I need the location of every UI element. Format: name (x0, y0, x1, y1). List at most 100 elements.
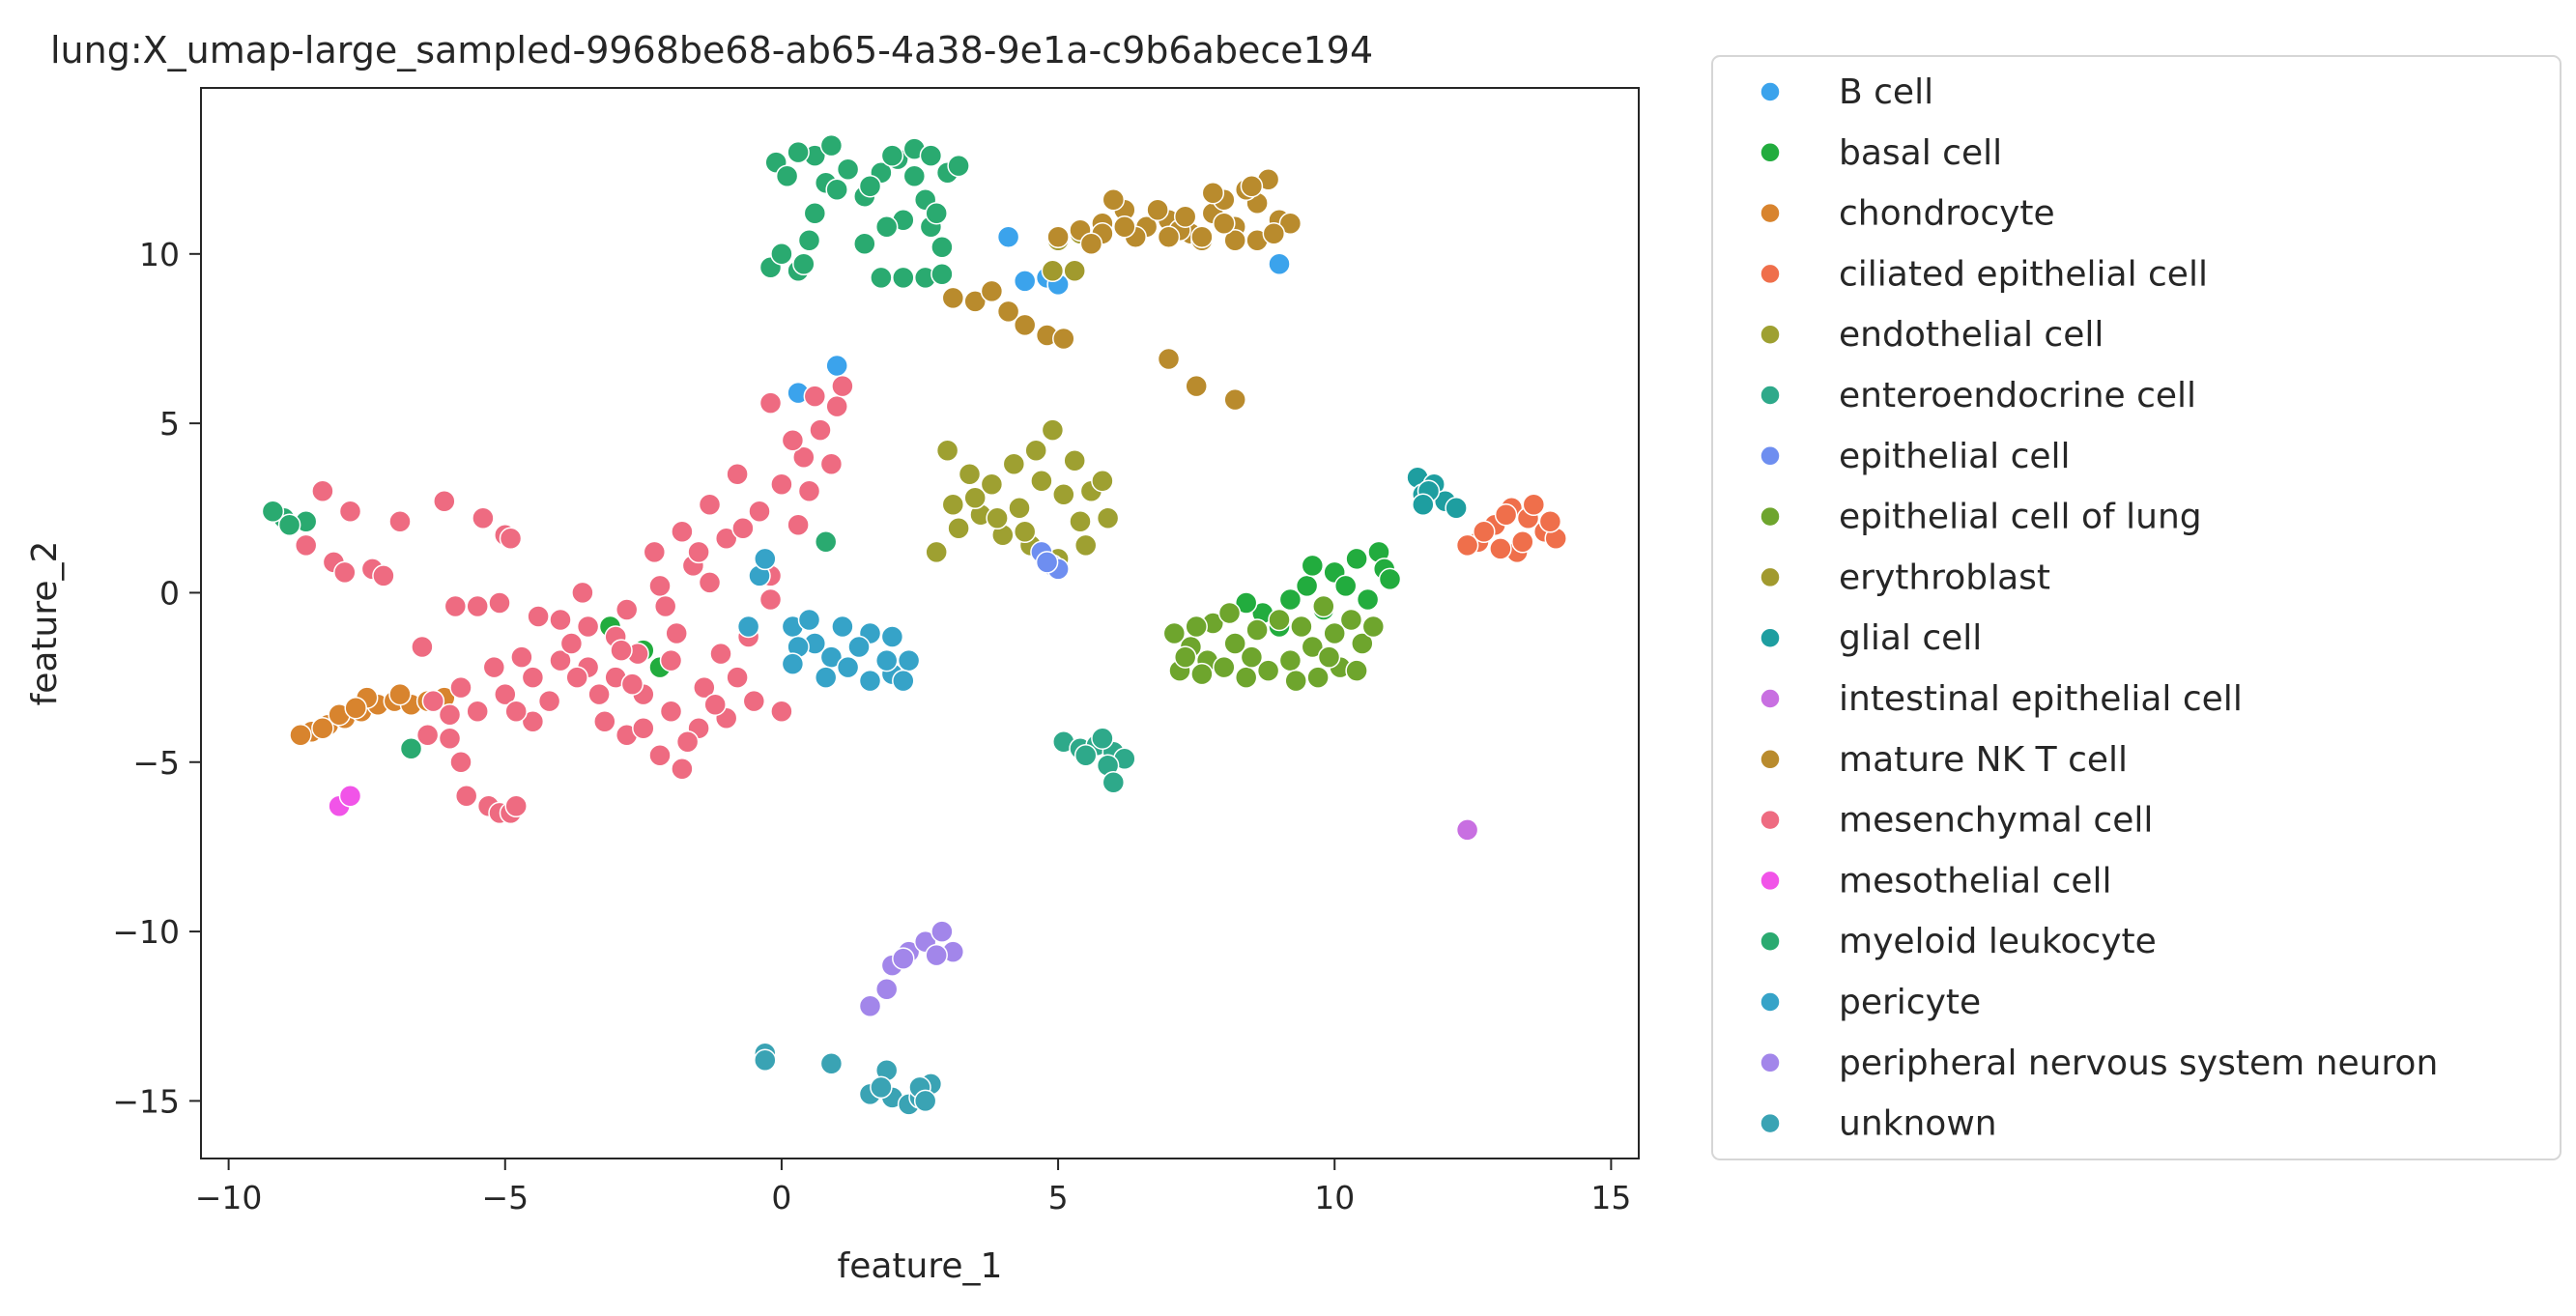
data-point (1173, 205, 1197, 228)
legend-label: peripheral nervous system neuron (1839, 1044, 2438, 1083)
data-point (870, 266, 893, 290)
data-point (454, 785, 478, 808)
legend-marker (1760, 1052, 1781, 1073)
data-point (1157, 225, 1181, 249)
data-point (1013, 520, 1037, 544)
data-point (659, 648, 683, 672)
data-point (620, 672, 644, 696)
data-point (1284, 669, 1307, 693)
plot-area (261, 133, 1567, 1116)
data-point (1013, 313, 1037, 337)
data-point (1223, 632, 1246, 655)
data-point (311, 716, 334, 740)
data-point (466, 594, 489, 618)
data-point (1473, 520, 1496, 544)
data-point (1030, 469, 1053, 493)
series-group (1455, 818, 1479, 842)
legend-marker (1760, 991, 1781, 1013)
data-point (1489, 537, 1512, 560)
data-point (1063, 448, 1086, 472)
data-point (775, 164, 799, 187)
data-point (980, 279, 1004, 303)
y-tick-label: −5 (132, 744, 180, 782)
data-point (1052, 483, 1075, 506)
data-point (399, 736, 423, 760)
data-point (947, 154, 970, 178)
data-point (1378, 567, 1402, 591)
legend-marker (1760, 445, 1781, 467)
data-point (1102, 187, 1126, 212)
legend-label: pericyte (1839, 983, 1981, 1022)
data-point (825, 178, 848, 201)
data-point (803, 385, 827, 408)
x-tick-label: −10 (195, 1179, 263, 1216)
data-point (421, 689, 445, 713)
data-point (610, 639, 633, 662)
data-point (653, 594, 677, 618)
data-point (1290, 615, 1313, 639)
data-point (1301, 635, 1325, 659)
data-point (1356, 587, 1380, 612)
y-tick-label: −15 (112, 1082, 180, 1120)
data-point (1306, 666, 1330, 689)
data-point (1345, 659, 1368, 682)
x-tick-label: 15 (1590, 1179, 1631, 1216)
data-point (1522, 493, 1546, 517)
data-point (836, 157, 860, 181)
data-point (996, 225, 1020, 249)
data-point (559, 632, 584, 655)
legend-marker (1760, 930, 1781, 952)
data-point (388, 682, 412, 706)
data-point (947, 517, 970, 540)
data-point (494, 682, 517, 706)
data-point (643, 540, 667, 564)
series-group (261, 133, 970, 760)
data-point (714, 527, 738, 551)
data-point (671, 758, 694, 781)
data-point (576, 615, 600, 639)
legend-label: epithelial cell (1839, 437, 2071, 476)
data-point (870, 1075, 893, 1100)
data-point (925, 201, 948, 225)
data-point (1146, 198, 1169, 221)
data-point (819, 1052, 844, 1075)
legend-label: mesenchymal cell (1839, 801, 2153, 841)
data-point (1256, 659, 1280, 682)
data-point (892, 669, 915, 693)
series-group (754, 1042, 943, 1116)
data-point (1091, 469, 1114, 493)
data-point (632, 716, 655, 740)
data-point (1213, 655, 1236, 679)
y-axis-label: feature_2 (25, 541, 65, 706)
data-point (1201, 181, 1225, 205)
data-point (615, 598, 639, 621)
data-point (1278, 587, 1302, 612)
x-tick-label: 0 (771, 1179, 791, 1216)
x-axis: −10 −5 0 5 10 15 (195, 1159, 1631, 1216)
data-point (449, 675, 472, 700)
legend-label: unknown (1839, 1104, 1997, 1144)
data-point (1073, 533, 1098, 558)
data-point (1041, 418, 1065, 442)
data-point (1096, 506, 1120, 530)
data-point (1312, 594, 1335, 618)
chart-title: lung:X_umap-large_sampled-9968be68-ab65-… (50, 29, 1373, 72)
data-point (504, 700, 528, 723)
data-point (1455, 533, 1479, 558)
legend-label: intestinal epithelial cell (1839, 679, 2243, 719)
data-point (726, 666, 749, 689)
data-point (781, 428, 805, 452)
legend-label: mature NK T cell (1839, 740, 2128, 780)
data-point (1052, 327, 1075, 351)
data-point (797, 479, 821, 503)
data-point (986, 506, 1009, 530)
data-point (703, 693, 727, 716)
data-point (781, 652, 805, 675)
data-point (809, 418, 832, 442)
data-point (880, 625, 904, 648)
data-point (913, 1089, 937, 1113)
data-point (1455, 818, 1479, 842)
series-group (925, 418, 1120, 571)
data-point (902, 164, 927, 187)
legend-marker (1760, 142, 1781, 163)
